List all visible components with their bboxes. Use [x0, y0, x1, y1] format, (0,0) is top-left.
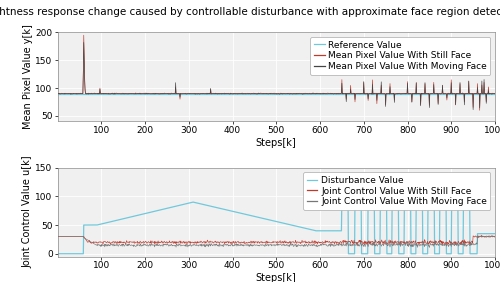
Legend: Reference Value, Mean Pixel Value With Still Face, Mean Pixel Value With Moving : Reference Value, Mean Pixel Value With S… — [310, 37, 490, 75]
Y-axis label: Mean Pixel Value y[k]: Mean Pixel Value y[k] — [22, 25, 32, 129]
Y-axis label: Joint Control Value u[k]: Joint Control Value u[k] — [22, 156, 32, 268]
X-axis label: Steps[k]: Steps[k] — [256, 273, 296, 282]
X-axis label: Steps[k]: Steps[k] — [256, 138, 296, 148]
Legend: Disturbance Value, Joint Control Value With Still Face, Joint Control Value With: Disturbance Value, Joint Control Value W… — [303, 172, 490, 210]
Text: Brightness response change caused by controllable disturbance with approximate f: Brightness response change caused by con… — [0, 7, 500, 17]
